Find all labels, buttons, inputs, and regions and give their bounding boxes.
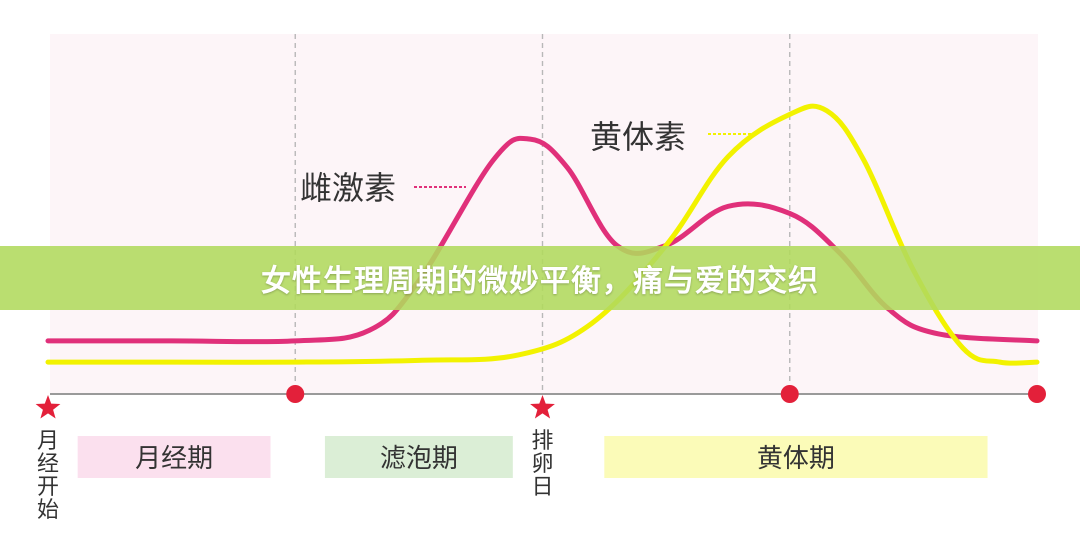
banner-title: 女性生理周期的微妙平衡，痛与爱的交织 — [261, 264, 819, 299]
cycle-markers: 月经开始 排卵日 — [35, 385, 1046, 523]
circle-marker-2 — [286, 385, 305, 403]
marker-label-3: 排卵日 — [531, 429, 553, 500]
progesterone-series-label: 黄体素 — [590, 118, 686, 156]
plot-background — [50, 34, 1038, 394]
circle-marker-5 — [1028, 385, 1046, 403]
phase-band-menstrual — [77, 436, 271, 478]
title-banner: 女性生理周期的微妙平衡，痛与爱的交织 — [0, 246, 1080, 310]
marker-label-1: 月经开始 — [37, 429, 59, 523]
star-marker-3 — [530, 395, 555, 419]
series-labels: 雌激素 黄体素 — [300, 118, 758, 207]
circle-marker-4 — [780, 385, 799, 403]
phase-label-luteal: 黄体期 — [757, 444, 835, 474]
phase-label-follicular: 滤泡期 — [380, 444, 458, 474]
phase-band-luteal — [604, 436, 988, 478]
phase-bands: 月经期 滤泡期 黄体期 — [77, 436, 988, 478]
phase-band-follicular — [324, 436, 513, 478]
estrogen-series-label: 雌激素 — [300, 169, 396, 207]
phase-label-menstrual: 月经期 — [135, 444, 213, 474]
star-marker-1 — [35, 395, 61, 419]
